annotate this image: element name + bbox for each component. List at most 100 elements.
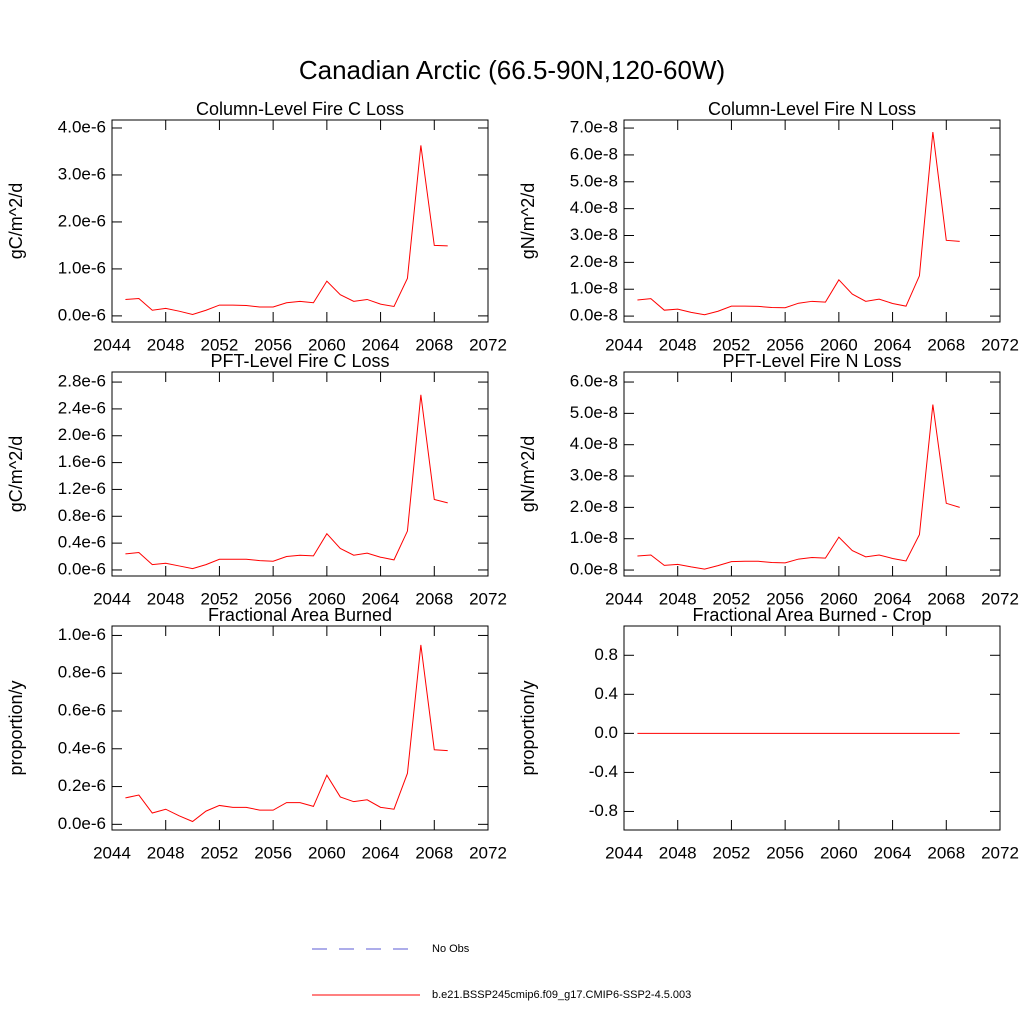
- x-tick-label: 2060: [308, 335, 346, 354]
- y-tick-label: 2.8e-6: [58, 372, 106, 391]
- x-tick-label: 2052: [713, 843, 751, 862]
- y-tick-label: 0.4: [594, 684, 618, 703]
- panel-title: Fractional Area Burned - Crop: [692, 605, 931, 625]
- y-tick-label: 5.0e-8: [570, 403, 618, 422]
- y-tick-label: 0.0e-8: [570, 306, 618, 325]
- legend-label: b.e21.BSSP245cmip6.f09_g17.CMIP6-SSP2-4.…: [432, 989, 691, 1001]
- x-tick-label: 2060: [308, 843, 346, 862]
- y-tick-label: 1.0e-8: [570, 528, 618, 547]
- y-tick-label: 1.6e-6: [58, 452, 106, 471]
- x-tick-label: 2060: [820, 589, 858, 608]
- y-tick-label: 2.4e-6: [58, 398, 106, 417]
- plot-frame: [623, 625, 1001, 831]
- x-tick-label: 2044: [605, 335, 643, 354]
- y-tick-label: 1.0e-8: [570, 279, 618, 298]
- y-tick-label: 4.0e-8: [570, 198, 618, 217]
- x-tick-label: 2064: [362, 843, 400, 862]
- y-tick-label: 0.0: [594, 723, 618, 742]
- y-tick-label: 1.0e-6: [58, 258, 106, 277]
- y-tick-label: 2.0e-6: [58, 425, 106, 444]
- panel-title: Column-Level Fire C Loss: [196, 99, 404, 119]
- x-tick-label: 2060: [820, 335, 858, 354]
- x-tick-label: 2072: [981, 335, 1019, 354]
- y-tick-label: 0.6e-6: [58, 700, 106, 719]
- y-tick-label: 3.0e-8: [570, 466, 618, 485]
- x-tick-label: 2068: [415, 335, 453, 354]
- y-tick-label: -0.4: [589, 762, 618, 781]
- x-tick-label: 2056: [254, 843, 292, 862]
- x-tick-label: 2052: [201, 843, 239, 862]
- y-tick-label: 5.0e-8: [570, 171, 618, 190]
- figure-title: Canadian Arctic (66.5-90N,120-60W): [299, 55, 725, 85]
- y-tick-label: 0.0e-6: [58, 305, 106, 324]
- x-tick-label: 2068: [415, 589, 453, 608]
- plot-frame: [623, 371, 1001, 577]
- y-tick-label: 2.0e-8: [570, 497, 618, 516]
- x-tick-label: 2048: [147, 843, 185, 862]
- y-tick-label: 4.0e-8: [570, 434, 618, 453]
- x-tick-label: 2056: [766, 843, 804, 862]
- y-tick-label: 0.0e-6: [58, 814, 106, 833]
- x-tick-label: 2056: [766, 589, 804, 608]
- panel-title: PFT-Level Fire C Loss: [210, 351, 389, 371]
- y-tick-label: 1.0e-6: [58, 625, 106, 644]
- panel-title: Fractional Area Burned: [208, 605, 392, 625]
- y-axis-label: proportion/y: [518, 680, 538, 775]
- x-tick-label: 2068: [415, 843, 453, 862]
- x-tick-label: 2068: [927, 335, 965, 354]
- x-tick-label: 2052: [713, 335, 751, 354]
- panel-title: PFT-Level Fire N Loss: [722, 351, 901, 371]
- x-tick-label: 2068: [927, 589, 965, 608]
- plot-frame: [111, 625, 489, 831]
- panel-title: Column-Level Fire N Loss: [708, 99, 916, 119]
- y-tick-label: 6.0e-8: [570, 372, 618, 391]
- x-tick-label: 2056: [254, 335, 292, 354]
- x-tick-label: 2048: [659, 589, 697, 608]
- y-tick-label: 2.0e-8: [570, 252, 618, 271]
- x-tick-label: 2072: [469, 843, 507, 862]
- y-tick-label: 0.8: [594, 645, 618, 664]
- x-tick-label: 2044: [605, 589, 643, 608]
- legend-label: No Obs: [432, 943, 470, 955]
- x-tick-label: 2064: [874, 589, 912, 608]
- y-tick-label: 2.0e-6: [58, 211, 106, 230]
- data-line: [637, 404, 960, 570]
- x-tick-label: 2052: [713, 589, 751, 608]
- x-tick-label: 2064: [362, 335, 400, 354]
- y-tick-label: 0.4e-6: [58, 533, 106, 552]
- x-tick-label: 2064: [874, 335, 912, 354]
- y-tick-label: 1.2e-6: [58, 479, 106, 498]
- y-tick-label: 0.4e-6: [58, 738, 106, 757]
- y-axis-label: gN/m^2/d: [518, 183, 538, 259]
- y-tick-label: 7.0e-8: [570, 118, 618, 137]
- x-tick-label: 2064: [874, 843, 912, 862]
- y-axis-label: gC/m^2/d: [6, 436, 26, 512]
- y-tick-label: 3.0e-8: [570, 225, 618, 244]
- x-tick-label: 2048: [659, 843, 697, 862]
- x-tick-label: 2044: [93, 843, 131, 862]
- y-tick-label: 6.0e-8: [570, 144, 618, 163]
- y-axis-label: proportion/y: [6, 680, 26, 775]
- x-tick-label: 2072: [469, 335, 507, 354]
- x-tick-label: 2068: [927, 843, 965, 862]
- data-line: [125, 394, 448, 570]
- y-tick-label: 0.0e-6: [58, 559, 106, 578]
- y-axis-label: gC/m^2/d: [6, 183, 26, 259]
- x-tick-label: 2052: [201, 589, 239, 608]
- data-line: [125, 644, 448, 823]
- x-tick-label: 2056: [254, 589, 292, 608]
- x-tick-label: 2060: [820, 843, 858, 862]
- x-tick-label: 2072: [981, 589, 1019, 608]
- y-tick-label: 4.0e-6: [58, 117, 106, 136]
- x-tick-label: 2044: [605, 843, 643, 862]
- x-tick-label: 2072: [469, 589, 507, 608]
- y-axis-label: gN/m^2/d: [518, 436, 538, 512]
- plot-frame: [111, 371, 489, 577]
- y-tick-label: 3.0e-6: [58, 164, 106, 183]
- x-tick-label: 2048: [659, 335, 697, 354]
- y-tick-label: 0.0e-8: [570, 560, 618, 579]
- x-tick-label: 2072: [981, 843, 1019, 862]
- x-tick-label: 2048: [147, 335, 185, 354]
- plot-frame: [111, 119, 489, 323]
